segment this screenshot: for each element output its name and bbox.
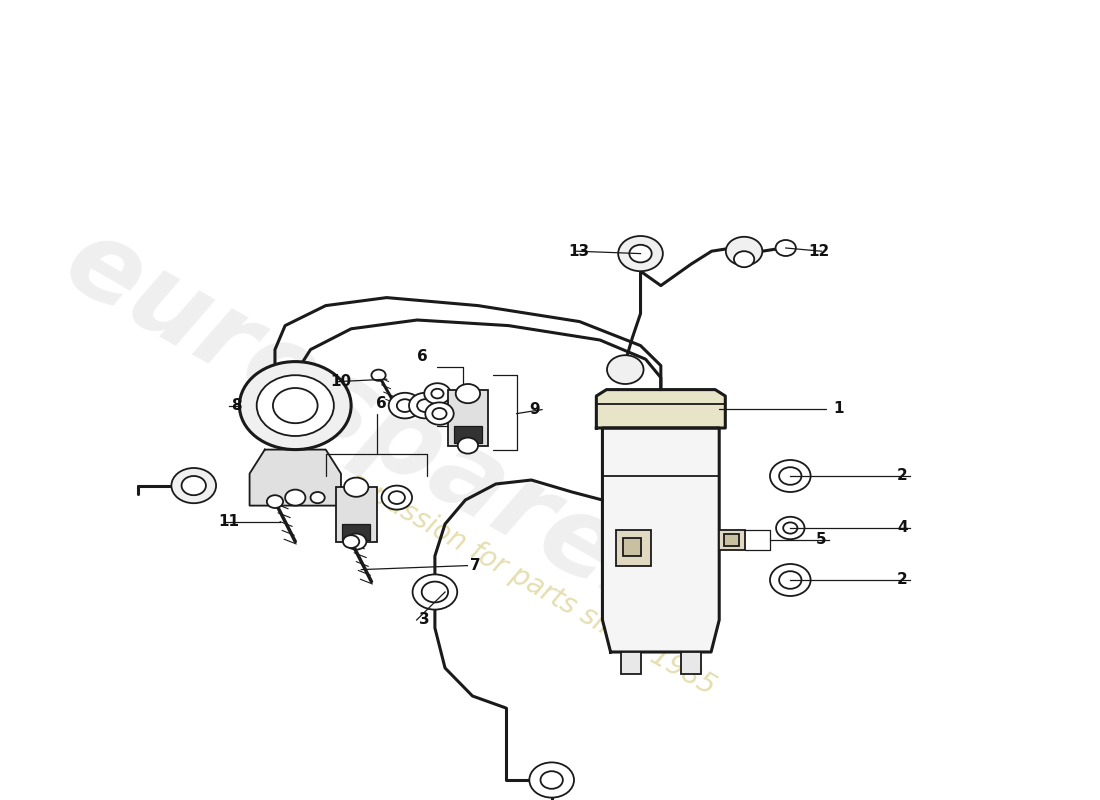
Circle shape [397, 399, 414, 412]
Circle shape [344, 478, 369, 497]
Text: a passion for parts since 1985: a passion for parts since 1985 [343, 467, 720, 701]
Circle shape [346, 534, 366, 550]
Text: 6: 6 [376, 396, 387, 411]
Circle shape [273, 388, 318, 423]
Circle shape [388, 393, 421, 418]
Text: 7: 7 [470, 558, 481, 573]
Text: 6: 6 [417, 349, 428, 364]
Circle shape [417, 399, 433, 412]
Text: 10: 10 [330, 374, 351, 389]
Circle shape [458, 438, 478, 454]
Bar [336, 487, 376, 542]
Polygon shape [250, 450, 341, 506]
Bar [453, 426, 482, 443]
Circle shape [770, 460, 811, 492]
Bar [719, 530, 745, 550]
Circle shape [779, 571, 802, 589]
Circle shape [182, 476, 206, 495]
Circle shape [388, 491, 405, 504]
Polygon shape [603, 428, 719, 652]
Polygon shape [596, 390, 725, 428]
Circle shape [172, 468, 216, 503]
Bar [342, 524, 371, 540]
Circle shape [409, 393, 441, 418]
Circle shape [372, 370, 386, 381]
Text: 8: 8 [231, 398, 242, 413]
Circle shape [343, 535, 360, 548]
Circle shape [432, 408, 447, 419]
Circle shape [421, 582, 448, 602]
Bar [681, 652, 701, 674]
Circle shape [240, 362, 351, 450]
Circle shape [425, 383, 451, 404]
Circle shape [783, 522, 798, 534]
Text: 5: 5 [816, 533, 826, 547]
Bar [616, 530, 651, 566]
Circle shape [285, 490, 306, 506]
Text: 9: 9 [529, 402, 539, 417]
Text: 2: 2 [896, 573, 907, 587]
Circle shape [618, 236, 663, 271]
Circle shape [256, 375, 334, 436]
Text: 4: 4 [896, 521, 907, 535]
Circle shape [455, 384, 480, 403]
Bar [724, 534, 738, 546]
Bar [448, 390, 488, 446]
Text: 1: 1 [833, 402, 844, 416]
Text: 13: 13 [569, 244, 590, 258]
Circle shape [426, 402, 453, 425]
Circle shape [382, 486, 412, 510]
Text: 12: 12 [808, 244, 829, 258]
Circle shape [607, 355, 644, 384]
Circle shape [310, 492, 324, 503]
Circle shape [540, 771, 563, 789]
Circle shape [267, 495, 283, 508]
Circle shape [629, 245, 651, 262]
Text: 3: 3 [419, 613, 430, 627]
Circle shape [726, 237, 762, 266]
Text: 2: 2 [896, 469, 907, 483]
Circle shape [770, 564, 811, 596]
Text: eurospares: eurospares [45, 206, 692, 642]
Circle shape [779, 467, 802, 485]
Circle shape [734, 251, 755, 267]
Circle shape [412, 574, 458, 610]
Circle shape [776, 240, 796, 256]
Bar [620, 652, 641, 674]
Circle shape [777, 517, 804, 539]
Bar [623, 538, 641, 556]
Circle shape [529, 762, 574, 798]
Text: 11: 11 [219, 514, 240, 529]
Circle shape [431, 389, 443, 398]
